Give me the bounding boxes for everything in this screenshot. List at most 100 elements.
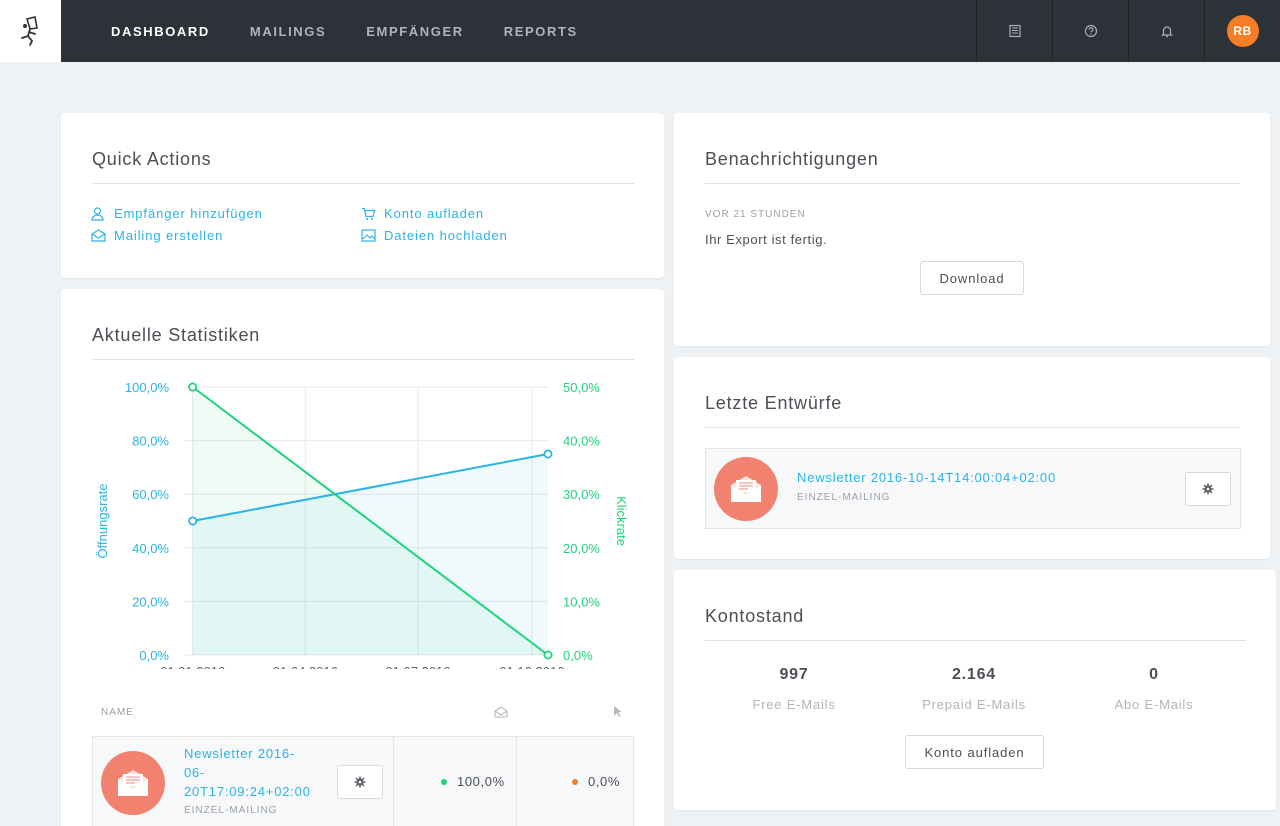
y-tick-label-left: 40,0% — [132, 541, 169, 556]
help-circle-icon[interactable] — [1052, 0, 1128, 62]
mailing-type: EINZEL-MAILING — [184, 805, 278, 816]
open-rate-line — [192, 453, 549, 522]
draft-item[interactable]: Newsletter 2016-10-14T14:00:04+02:00 EIN… — [705, 448, 1241, 529]
abo-emails-label: Abo E-Mails — [1114, 697, 1194, 712]
divider — [92, 359, 634, 360]
statistics-title: Aktuelle Statistiken — [92, 325, 261, 345]
y-tick-label-left: 80,0% — [132, 434, 169, 449]
open-rate-point — [188, 516, 198, 526]
status-dot-orange — [572, 778, 578, 785]
statistics-card: Aktuelle Statistiken 0,0% 20,0% 40,0% 60,0%… — [61, 289, 664, 826]
quick-actions-title: Quick Actions — [92, 149, 212, 169]
add-recipient-link[interactable]: Empfänger hinzufügen — [91, 206, 263, 221]
y-tick-label-right: 50,0% — [563, 380, 600, 395]
draft-thumbnail — [714, 457, 778, 521]
account-stat-free: 997 Free E-Mails — [734, 666, 854, 712]
x-tick-label: 01.01.2016 — [160, 664, 225, 669]
statistics-chart: 0,0% 20,0% 40,0% 60,0% 80,0% 100,0% 0,0% 10,0% 2… — [95, 380, 629, 669]
gear-icon — [1202, 483, 1214, 495]
y-tick-label-left: 20,0% — [132, 594, 169, 609]
envelope-open-icon — [494, 706, 508, 718]
column-divider — [516, 737, 517, 826]
account-title: Kontostand — [705, 606, 805, 626]
click-rate-point — [543, 650, 553, 660]
user-menu[interactable]: RB — [1204, 0, 1280, 62]
prepaid-emails-label: Prepaid E-Mails — [922, 697, 1026, 712]
free-emails-value: 997 — [779, 666, 809, 683]
notification-message: Ihr Export ist fertig. — [705, 232, 828, 247]
click-rate-value: 0,0% — [572, 774, 620, 789]
cursor-icon — [614, 706, 622, 717]
nav-mailings[interactable]: MAILINGS — [249, 23, 327, 39]
y-tick-label-right: 40,0% — [563, 434, 600, 449]
table-row[interactable]: Newsletter 2016- 06- 20T17:09:24+02:00 E… — [92, 736, 634, 826]
nav-dashboard[interactable]: DASHBOARD — [111, 23, 210, 39]
divider — [705, 640, 1246, 641]
table-header-name: NAME — [101, 707, 134, 718]
envelope-icon — [118, 770, 148, 796]
y-tick-label-right: 0,0% — [563, 648, 593, 663]
top-up-account-link[interactable]: Konto aufladen — [361, 206, 484, 221]
open-rate-value: 100,0% — [441, 774, 505, 789]
top-navigation-bar: DASHBOARD MAILINGS EMPFÄNGER REPORTS RB — [0, 0, 1280, 62]
click-rate-line — [192, 386, 549, 656]
abo-emails-value: 0 — [1149, 666, 1159, 683]
y-tick-label-right: 20,0% — [563, 541, 600, 556]
draft-settings-button[interactable] — [1185, 472, 1231, 506]
free-emails-label: Free E-Mails — [752, 697, 836, 712]
divider — [92, 183, 634, 184]
mailing-thumbnail — [101, 751, 165, 815]
y-axis-title-right: Klickrate — [614, 496, 629, 546]
envelope-icon — [731, 476, 761, 502]
upload-files-label: Dateien hochladen — [384, 228, 508, 243]
top-up-label: Konto aufladen — [384, 206, 485, 221]
top-up-account-button[interactable]: Konto aufladen — [905, 735, 1044, 769]
download-button[interactable]: Download — [920, 261, 1024, 295]
notifications-title: Benachrichtigungen — [705, 149, 879, 169]
gear-icon — [354, 776, 366, 788]
nav-empfaenger[interactable]: EMPFÄNGER — [366, 23, 464, 39]
y-tick-label-right: 30,0% — [563, 487, 600, 502]
notifications-card: Benachrichtigungen VOR 21 STUNDEN Ihr Ex… — [674, 113, 1270, 346]
mailing-settings-button[interactable] — [337, 765, 383, 799]
quick-actions-card: Quick Actions Empfänger hinzufügen Maili… — [61, 113, 664, 278]
prepaid-emails-value: 2.164 — [951, 666, 997, 683]
bell-icon[interactable] — [1128, 0, 1204, 62]
draft-type: EINZEL-MAILING — [797, 492, 891, 503]
create-mailing-link[interactable]: Mailing erstellen — [91, 228, 223, 243]
click-rate-text: 0,0% — [588, 774, 621, 789]
x-tick-label: 01.10.2016 — [499, 664, 564, 669]
account-stat-abo: 0 Abo E-Mails — [1094, 666, 1214, 712]
mailing-name-line-3: 20T17:09:24+02:00 — [184, 784, 311, 799]
drafts-card: Letzte Entwürfe Newsletter 2016-10-14T14… — [674, 357, 1270, 559]
y-tick-label-left: 0,0% — [139, 648, 169, 663]
column-divider — [393, 737, 394, 826]
runner-logo-icon[interactable] — [0, 0, 61, 62]
upload-files-link[interactable]: Dateien hochladen — [361, 228, 508, 243]
mailing-name-link[interactable]: Newsletter 2016- 06- 20T17:09:24+02:00 — [184, 744, 311, 801]
divider — [705, 183, 1240, 184]
drafts-title: Letzte Entwürfe — [705, 393, 843, 413]
click-rate-point — [188, 382, 198, 392]
avatar[interactable]: RB — [1226, 15, 1259, 47]
account-stat-prepaid: 2.164 Prepaid E-Mails — [904, 666, 1044, 712]
book-icon[interactable] — [976, 0, 1052, 62]
top-icon-group: RB — [976, 0, 1280, 62]
y-tick-label-right: 10,0% — [563, 594, 600, 609]
x-tick-label: 01.04.2016 — [273, 664, 338, 669]
y-tick-label-left: 60,0% — [132, 487, 169, 502]
draft-name-link[interactable]: Newsletter 2016-10-14T14:00:04+02:00 — [797, 470, 1056, 485]
image-icon — [361, 229, 376, 242]
y-tick-label-left: 100,0% — [125, 380, 170, 395]
status-dot-green — [441, 778, 447, 785]
divider — [705, 427, 1240, 428]
mailing-name-line-1: Newsletter 2016- — [184, 746, 296, 761]
notification-time: VOR 21 STUNDEN — [705, 209, 806, 220]
cart-icon — [362, 207, 376, 220]
mailing-name-line-2: 06- — [184, 765, 206, 780]
y-axis-title-left: Öffnungsrate — [95, 484, 110, 559]
nav-reports[interactable]: REPORTS — [503, 23, 578, 39]
open-rate-text: 100,0% — [457, 774, 505, 789]
add-user-icon — [91, 206, 104, 221]
main-nav: DASHBOARD MAILINGS EMPFÄNGER REPORTS — [111, 0, 618, 62]
